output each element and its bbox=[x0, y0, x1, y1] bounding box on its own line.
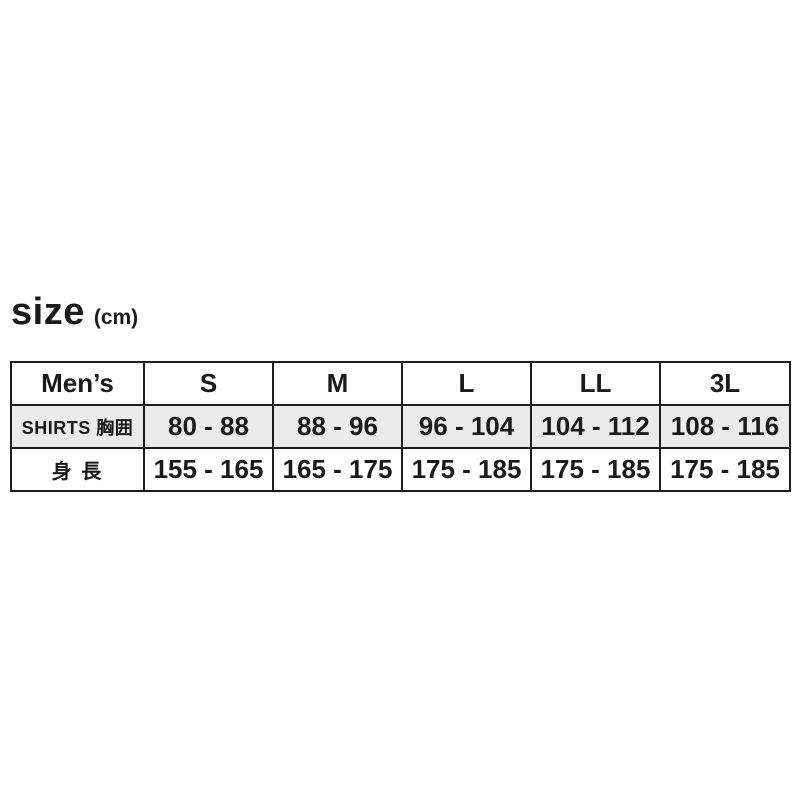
height-value-l: 175 - 185 bbox=[401, 447, 532, 492]
chest-value-3l: 108 - 116 bbox=[659, 404, 791, 449]
header-size-s: S bbox=[143, 361, 274, 406]
header-size-l: L bbox=[401, 361, 532, 406]
height-value-m: 165 - 175 bbox=[272, 447, 403, 492]
height-value-3l: 175 - 185 bbox=[659, 447, 791, 492]
size-title-text: size bbox=[11, 291, 85, 333]
header-size-ll: LL bbox=[530, 361, 661, 406]
table-row-shirts-chest: SHIRTS 胸囲 80 - 88 88 - 96 96 - 104 104 -… bbox=[10, 404, 791, 449]
page-title: size (cm) bbox=[11, 291, 139, 333]
header-size-3l: 3L bbox=[659, 361, 791, 406]
size-unit-text: (cm) bbox=[93, 306, 139, 329]
chest-value-ll: 104 - 112 bbox=[530, 404, 661, 449]
row-label-height: 身 長 bbox=[10, 447, 145, 492]
row-label-shirts-chest: SHIRTS 胸囲 bbox=[10, 404, 145, 449]
chest-value-m: 88 - 96 bbox=[272, 404, 403, 449]
chest-value-s: 80 - 88 bbox=[143, 404, 274, 449]
header-size-m: M bbox=[272, 361, 403, 406]
height-value-ll: 175 - 185 bbox=[530, 447, 661, 492]
chest-value-l: 96 - 104 bbox=[401, 404, 532, 449]
table-header-row: Men’s S M L LL 3L bbox=[10, 361, 791, 406]
table-row-height: 身 長 155 - 165 165 - 175 175 - 185 175 - … bbox=[10, 447, 791, 492]
height-value-s: 155 - 165 bbox=[143, 447, 274, 492]
header-mens: Men’s bbox=[10, 361, 145, 406]
size-chart-table: Men’s S M L LL 3L SHIRTS 胸囲 80 - 88 88 -… bbox=[10, 361, 791, 492]
